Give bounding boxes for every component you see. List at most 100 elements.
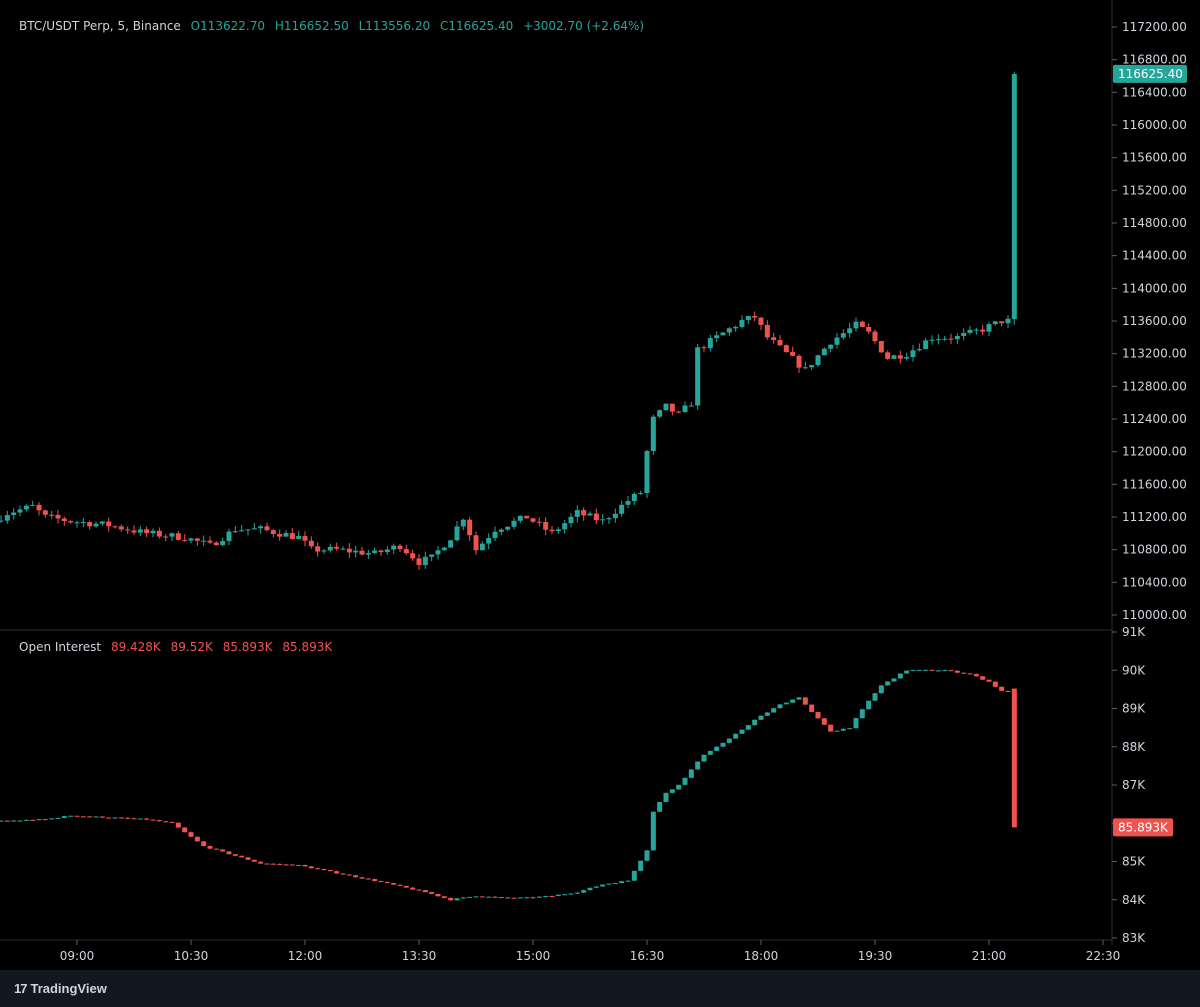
oi-value-2: 89.52K	[170, 640, 213, 654]
candle-body	[992, 321, 998, 325]
candle-body	[517, 515, 523, 521]
price-candles	[0, 71, 1017, 570]
candle-body	[828, 724, 834, 732]
candle-body	[790, 352, 796, 356]
candle-body	[853, 718, 859, 729]
candle-body	[403, 549, 409, 554]
candle-body	[258, 526, 264, 529]
candle-body	[688, 405, 694, 407]
price-tick-label: 112400.00	[1122, 412, 1187, 426]
price-tick-label: 114000.00	[1122, 281, 1187, 295]
price-tick-label: 116400.00	[1122, 85, 1187, 99]
time-axis[interactable]: 09:00 10:30 12:00 13:30 15:00 16:30 18:00 19:30…	[60, 940, 1121, 963]
symbol-label[interactable]: BTC/USDT Perp, 5, Binance	[19, 19, 181, 33]
candle-body	[980, 676, 986, 680]
candle-body	[232, 854, 238, 856]
candle-body	[201, 841, 207, 847]
candle-body	[188, 538, 194, 541]
price-tick-label: 116800.00	[1122, 53, 1187, 67]
candle-body	[549, 895, 555, 897]
candle-body	[891, 678, 897, 682]
candle-body	[505, 526, 511, 530]
candle-body	[847, 328, 853, 334]
candle-body	[391, 545, 397, 550]
candle-body	[30, 504, 36, 506]
oi-last-label: 85.893K	[1118, 820, 1169, 834]
candle-body	[923, 340, 929, 350]
candle-body	[878, 685, 884, 694]
candle-body	[226, 851, 232, 855]
oi-name[interactable]: Open Interest	[19, 640, 102, 654]
candle-body	[30, 819, 36, 821]
candle-body	[739, 320, 745, 327]
price-tick-label: 111600.00	[1122, 477, 1187, 491]
candle-body	[612, 883, 618, 885]
candle-body	[973, 329, 979, 331]
candle-body	[302, 536, 308, 541]
candle-body	[524, 897, 530, 899]
candle-body	[296, 536, 302, 539]
price-tick-label: 117200.00	[1122, 20, 1187, 34]
candle-body	[625, 880, 631, 882]
oi-value-1: 89.428K	[110, 640, 161, 654]
candle-body	[606, 883, 612, 885]
candle-body	[600, 884, 606, 887]
candle-body	[809, 704, 815, 713]
candle-body	[156, 820, 162, 822]
candle-body	[182, 539, 188, 541]
candle-body	[169, 821, 175, 823]
last-candle-body	[1011, 73, 1017, 320]
price-legend: BTC/USDT Perp, 5, Binance O113622.70 H11…	[19, 19, 650, 33]
candle-body	[283, 533, 289, 537]
candle-body	[359, 550, 365, 555]
candle-body	[131, 530, 137, 533]
candle-body	[840, 728, 846, 731]
candle-body	[87, 816, 93, 818]
oi-axis[interactable]: 91K90K89K88K87K86K85K84K83K85.893K	[1112, 625, 1173, 945]
candle-body	[112, 526, 118, 528]
candle-body	[612, 513, 618, 519]
candle-body	[264, 863, 270, 865]
candle-body	[17, 509, 23, 513]
oi-tick-label: 85K	[1122, 855, 1146, 869]
candle-body	[682, 405, 688, 412]
candle-body	[207, 540, 213, 543]
oi-tick-label: 83K	[1122, 931, 1146, 945]
candle-body	[11, 512, 17, 516]
candle-body	[942, 670, 948, 672]
candle-body	[422, 556, 428, 566]
candle-body	[270, 530, 276, 535]
candle-body	[999, 321, 1005, 324]
price-tick-label: 112000.00	[1122, 445, 1187, 459]
candle-body	[429, 892, 435, 894]
candle-body	[410, 887, 416, 890]
candle-body	[125, 817, 131, 819]
candle-body	[346, 548, 352, 553]
tradingview-logo[interactable]: 17 TradingView	[14, 981, 107, 996]
candle-body	[815, 712, 821, 719]
candle-body	[23, 505, 29, 510]
candle-body	[194, 538, 200, 541]
candle-body	[359, 877, 365, 879]
candle-body	[980, 329, 986, 332]
candle-body	[467, 519, 473, 536]
candle-body	[935, 339, 941, 341]
change-value: +3002.70 (+2.64%)	[523, 19, 645, 33]
candle-body	[163, 536, 169, 538]
candle-body	[619, 881, 625, 884]
candle-body	[568, 893, 574, 895]
candle-body	[878, 341, 884, 353]
candle-body	[663, 403, 669, 411]
candle-body	[207, 846, 213, 849]
candle-body	[942, 338, 948, 340]
candle-body	[289, 864, 295, 866]
candle-body	[118, 526, 124, 530]
candle-body	[828, 344, 834, 349]
candle-body	[112, 817, 118, 819]
oi-tick-label: 87K	[1122, 778, 1146, 792]
candle-body	[555, 529, 561, 532]
price-axis[interactable]: 117200.00 116800.00 116400.00 116000.00 1156…	[1112, 20, 1187, 622]
candle-body	[885, 681, 891, 686]
candle-body	[701, 347, 707, 349]
